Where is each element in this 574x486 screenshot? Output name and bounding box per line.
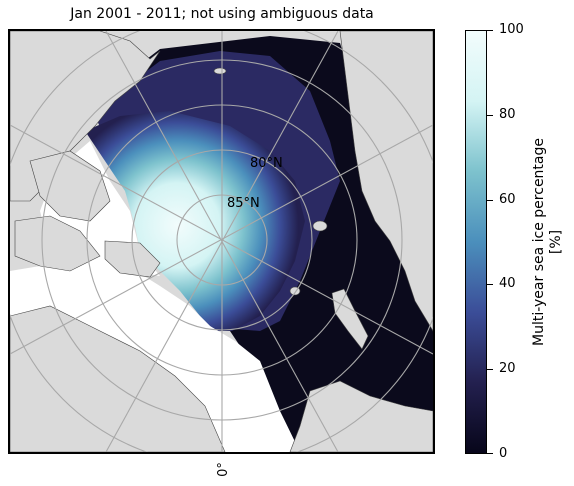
alaska-landmass <box>10 305 226 452</box>
colorbar-tick-label: 40 <box>499 276 516 292</box>
map-title: Jan 2001 - 2011; not using ambiguous dat… <box>70 6 374 22</box>
graticule <box>10 31 433 452</box>
colorbar-tick-label: 100 <box>499 22 524 37</box>
latitude-label-85n: 85°N <box>227 196 260 211</box>
colorbar <box>465 30 487 454</box>
colorbar-tick-mark <box>487 30 493 31</box>
multi-year-ice <box>85 111 305 331</box>
colorbar-tick-label: 20 <box>499 361 516 377</box>
colorbar-tick-mark <box>487 453 493 454</box>
polar-map: 80°N 85°N <box>8 29 435 454</box>
svalbard-island <box>213 67 227 75</box>
longitude-tick-label: 0° <box>215 462 231 477</box>
colorbar-label: Multi-year sea ice percentage [%] <box>531 92 565 392</box>
colorbar-tick-mark <box>487 369 493 371</box>
colorbar-tick-label: 60 <box>499 191 516 207</box>
colorbar-label-line2: [%] <box>548 229 564 255</box>
colorbar-label-line1: Multi-year sea ice percentage <box>531 138 547 346</box>
franz-josef-island <box>312 220 328 232</box>
colorbar-tick-mark <box>487 114 493 116</box>
eurasia-landmass <box>339 31 433 332</box>
colorbar-ticks: 0 20 40 60 80 100 <box>487 22 527 461</box>
colorbar-tick-mark <box>487 199 493 201</box>
archipelago-island-3 <box>104 240 161 278</box>
colorbar-tick-label: 0 <box>499 446 508 461</box>
map-canvas <box>10 31 433 452</box>
archipelago-island-2 <box>14 215 101 272</box>
latitude-label-80n: 80°N <box>250 156 283 171</box>
colorbar-tick-label: 80 <box>499 106 516 122</box>
colorbar-tick-mark <box>487 284 493 286</box>
